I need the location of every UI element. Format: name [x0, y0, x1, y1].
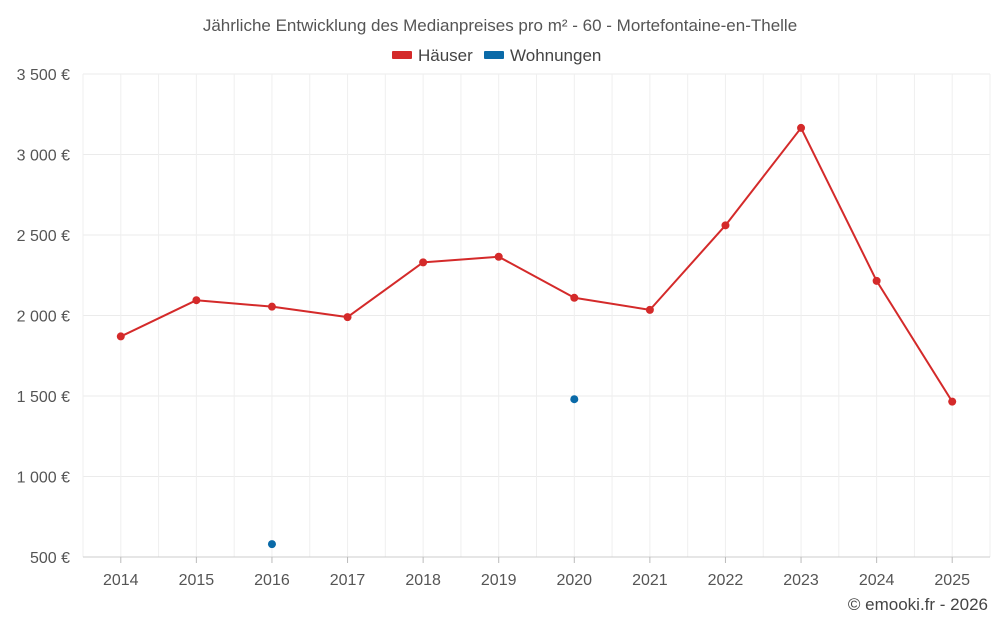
- series-line-haeuser: [120, 126, 954, 403]
- legend-item-wohnungen[interactable]: Wohnungen: [484, 46, 601, 65]
- x-tick-label: 2017: [330, 572, 366, 589]
- grid: [82, 73, 991, 557]
- data-point-wohnungen[interactable]: [267, 540, 276, 549]
- data-point-haeuser[interactable]: [872, 276, 881, 285]
- x-tick-label: 2025: [934, 572, 970, 589]
- x-tick-label: 2020: [556, 572, 592, 589]
- legend-item-haeuser[interactable]: Häuser: [392, 46, 473, 65]
- series-layer: [116, 123, 957, 549]
- copyright-footer: © emooki.fr - 2026: [848, 595, 988, 614]
- legend-label-haeuser: Häuser: [418, 46, 473, 65]
- x-tick-label: 2015: [179, 572, 215, 589]
- x-axis: 2014 2015 2016 2017 2018 2019 2020 2021 2022 2023…: [83, 556, 990, 589]
- x-tick-label: 2021: [632, 572, 668, 589]
- x-tick-label: 2016: [254, 572, 290, 589]
- y-tick-label: 1 000 €: [17, 470, 70, 487]
- data-point-haeuser[interactable]: [721, 221, 730, 230]
- y-tick-label: 1 500 €: [17, 389, 70, 406]
- data-point-haeuser[interactable]: [116, 332, 125, 341]
- data-point-haeuser[interactable]: [645, 305, 654, 314]
- x-tick-label: 2018: [405, 572, 441, 589]
- legend: Häuser Wohnungen: [392, 46, 601, 65]
- x-tick-label: 2014: [103, 572, 139, 589]
- legend-label-wohnungen: Wohnungen: [510, 46, 601, 65]
- x-tick-label: 2023: [783, 572, 819, 589]
- y-tick-label: 3 500 €: [17, 67, 70, 84]
- legend-swatch-haeuser: [392, 51, 412, 59]
- data-point-haeuser[interactable]: [419, 258, 428, 267]
- y-tick-label: 2 000 €: [17, 309, 70, 326]
- data-point-haeuser[interactable]: [494, 252, 503, 261]
- data-point-wohnungen[interactable]: [570, 395, 579, 404]
- y-axis: 500 € 1 000 € 1 500 € 2 000 € 2 500 € 3 000 €…: [17, 67, 70, 567]
- data-point-haeuser[interactable]: [192, 296, 201, 305]
- data-point-haeuser[interactable]: [570, 293, 579, 302]
- y-tick-label: 3 000 €: [17, 148, 70, 165]
- y-tick-label: 2 500 €: [17, 228, 70, 245]
- x-tick-label: 2024: [859, 572, 895, 589]
- data-point-haeuser[interactable]: [948, 397, 957, 406]
- x-tick-label: 2022: [708, 572, 744, 589]
- data-point-haeuser[interactable]: [343, 313, 352, 322]
- x-tick-label: 2019: [481, 572, 517, 589]
- data-point-haeuser[interactable]: [267, 302, 276, 311]
- y-tick-label: 500 €: [30, 550, 70, 567]
- data-point-haeuser[interactable]: [797, 123, 806, 132]
- legend-swatch-wohnungen: [484, 51, 504, 59]
- chart-title: Jährliche Entwicklung des Medianpreises …: [203, 16, 797, 35]
